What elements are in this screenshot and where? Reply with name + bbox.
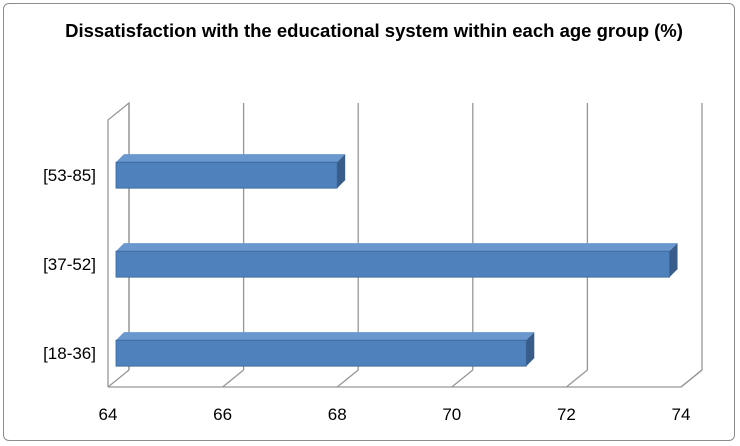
floor bbox=[108, 369, 703, 388]
axis-labels: 64 66 68 70 72 74 [18-36] [37-52] [53-85] bbox=[43, 166, 690, 424]
plot-walls bbox=[107, 101, 703, 388]
floor-gridline bbox=[451, 369, 474, 388]
floor-gridline bbox=[222, 369, 245, 388]
bar bbox=[115, 332, 535, 367]
bar-side bbox=[669, 243, 678, 278]
floor-gridline bbox=[107, 369, 130, 388]
bar bbox=[115, 154, 346, 189]
floor-gridline bbox=[565, 369, 588, 388]
x-tick-label: 64 bbox=[99, 405, 118, 424]
bar-front bbox=[115, 161, 338, 189]
bar-top bbox=[116, 154, 346, 163]
chart-title: Dissatisfaction with the educational sys… bbox=[65, 20, 683, 41]
bar-series bbox=[115, 154, 678, 367]
bar-side bbox=[337, 154, 346, 189]
y-category-label: [53-85] bbox=[43, 166, 96, 185]
bar-front bbox=[115, 339, 527, 367]
y-category-label: [37-52] bbox=[43, 255, 96, 274]
bar bbox=[115, 243, 678, 278]
floor-gridline bbox=[336, 369, 359, 388]
bar-top bbox=[116, 332, 535, 341]
bar-side bbox=[526, 332, 535, 367]
x-tick-label: 68 bbox=[328, 405, 347, 424]
chart-frame: Dissatisfaction with the educational sys… bbox=[3, 3, 735, 441]
x-tick-label: 66 bbox=[213, 405, 232, 424]
x-tick-label: 70 bbox=[442, 405, 461, 424]
x-tick-label: 72 bbox=[557, 405, 576, 424]
floor-gridline bbox=[680, 369, 703, 388]
bar-top bbox=[116, 243, 678, 252]
bar-front bbox=[115, 250, 670, 278]
y-category-label: [18-36] bbox=[43, 344, 96, 363]
x-tick-label: 74 bbox=[672, 405, 691, 424]
